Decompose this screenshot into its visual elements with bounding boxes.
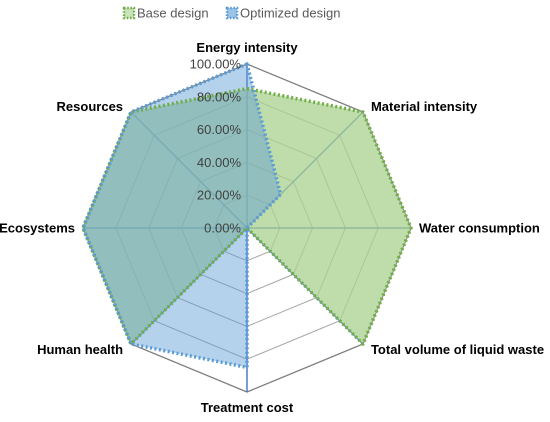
series-areas bbox=[83, 64, 411, 368]
tick-label: 100.00% bbox=[190, 57, 242, 72]
tick-label: 60.00% bbox=[197, 122, 242, 137]
tick-label: 0.00% bbox=[204, 221, 241, 236]
base-design-area bbox=[83, 88, 411, 344]
axis-label: Material intensity bbox=[371, 99, 478, 114]
optimized-design-legend-swatch bbox=[225, 6, 239, 20]
axis-label: Treatment cost bbox=[201, 400, 294, 415]
axis-label: Resources bbox=[57, 99, 123, 114]
axis-label: Human health bbox=[37, 342, 123, 357]
axis-labels: Energy intensity Material intensity Water … bbox=[0, 40, 544, 415]
optimized-design-area bbox=[83, 64, 281, 368]
optimized-design-legend-label: Optimized design bbox=[240, 6, 340, 21]
axis-label: Ecosystems bbox=[0, 221, 75, 236]
axis-label: Energy intensity bbox=[196, 40, 298, 55]
tick-labels: 0.00% 20.00% 40.00% 60.00% 80.00% 100.00% bbox=[190, 57, 242, 236]
tick-label: 40.00% bbox=[197, 155, 242, 170]
axis-label: Water consumption bbox=[419, 221, 540, 236]
tick-label: 80.00% bbox=[197, 89, 242, 104]
tick-label: 20.00% bbox=[197, 188, 242, 203]
base-design-legend-label: Base design bbox=[137, 6, 209, 21]
axis-label: Total volume of liquid waste bbox=[371, 342, 544, 357]
base-design-legend-swatch bbox=[122, 6, 136, 20]
legend: Base design Optimized design bbox=[122, 6, 340, 21]
